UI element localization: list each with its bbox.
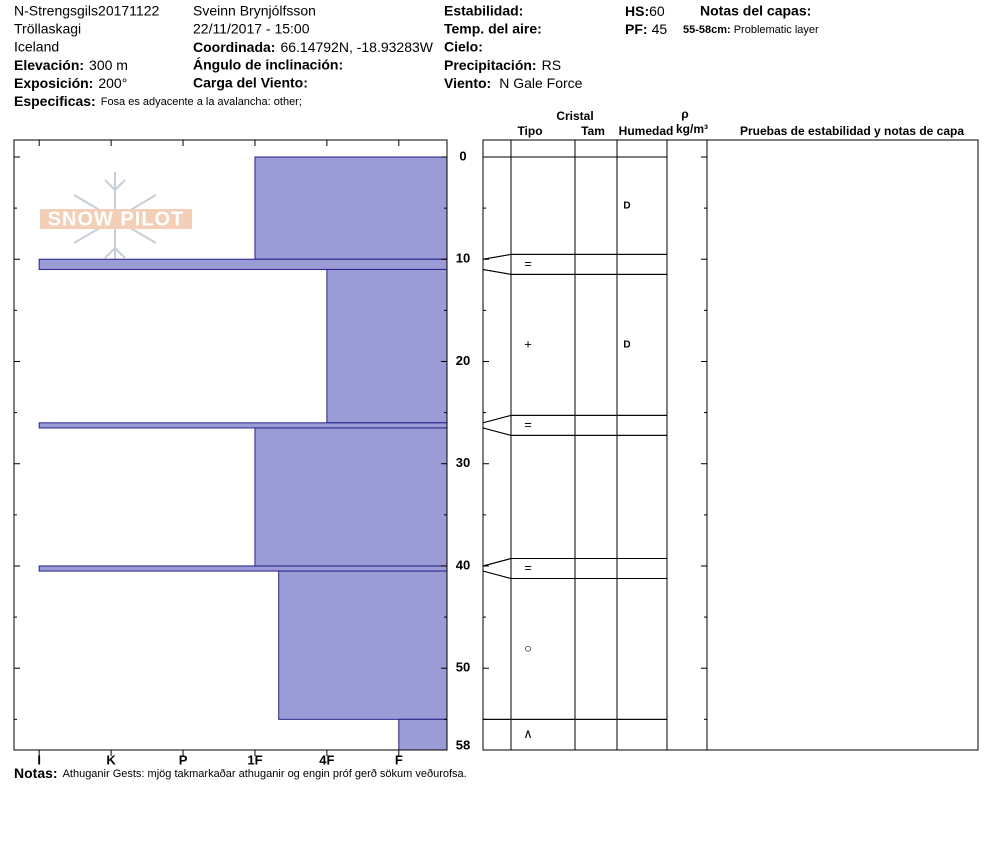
density-unit: kg/m³	[676, 122, 708, 136]
layer-notes-title: Notas del capas:	[700, 3, 811, 19]
crystal-type: +	[524, 336, 532, 351]
site: N-Strengsgils20171122	[14, 3, 159, 19]
size-header: Tam	[581, 124, 605, 138]
header: N-Strengsgils20171122 Tröllaskagi Icelan…	[14, 3, 819, 109]
density-header: ρ	[681, 107, 688, 121]
elevation: Elevación: 300 m	[14, 57, 128, 73]
depth: 55-58cm:	[683, 24, 731, 36]
x-tick-label: K	[106, 752, 116, 767]
moisture: D	[623, 340, 630, 351]
sky: Cielo:	[444, 39, 483, 55]
value: N Gale Force	[499, 75, 582, 91]
aspect: Exposición: 200°	[14, 75, 127, 91]
logo-text: SNOW PILOT	[48, 208, 185, 230]
air-temp: Temp. del aire:	[444, 21, 542, 37]
crystal-type: =	[524, 417, 532, 432]
layer-note: 55-58cm: Problematic layer	[683, 24, 819, 36]
y-tick-label: 58	[456, 737, 470, 752]
pf: PF: 45	[625, 21, 667, 37]
x-tick-label: F	[395, 752, 403, 767]
hardness-bar	[398, 718, 448, 751]
moisture-header: Humedad	[619, 124, 674, 138]
y-tick-label: 40	[456, 557, 470, 572]
logo: SNOW PILOT	[40, 172, 192, 266]
hardness-bar	[326, 268, 448, 424]
label: Notas:	[14, 765, 58, 781]
layer-connector	[482, 570, 512, 580]
precipitation: Precipitación: RS	[444, 57, 561, 73]
value: 45	[652, 21, 668, 37]
hardness-bar	[254, 156, 448, 260]
wind-loading: Carga del Viento:	[193, 75, 308, 91]
crystal-type: =	[524, 256, 532, 271]
hardness-bar	[38, 258, 448, 270]
logo-band	[40, 209, 192, 229]
observer: Sveinn Brynjólfsson	[193, 3, 316, 19]
layer-connector	[482, 253, 512, 260]
value: 200°	[98, 75, 127, 91]
hs: HS:60	[625, 3, 665, 19]
layer-connector	[482, 414, 512, 424]
value: 300 m	[89, 57, 128, 73]
value: RS	[542, 57, 561, 73]
label: PF:	[625, 21, 648, 37]
y-tick-label: 50	[456, 660, 470, 675]
crystal-type: =	[524, 560, 532, 575]
layer-connector	[482, 558, 512, 567]
tests-header: Pruebas de estabilidad y notas de capa	[740, 124, 964, 138]
moisture: D	[623, 200, 630, 211]
layer-connector	[482, 427, 512, 436]
datetime: 22/11/2017 - 15:00	[193, 21, 310, 37]
footer: Notas: Athuganir Gests: mjög takmarkaðar …	[14, 765, 467, 781]
hardness-bar	[38, 422, 448, 429]
note: Problematic layer	[734, 24, 819, 36]
region: Tröllaskagi	[14, 21, 81, 37]
label: Especificas:	[14, 93, 96, 109]
label: Precipitación:	[444, 57, 537, 73]
y-tick-label: 0	[459, 148, 466, 163]
specifics: Especificas: Fosa es adyacente a la avala…	[14, 93, 302, 109]
slope-angle: Ángulo de inclinación:	[193, 57, 343, 73]
layer-connector	[482, 268, 512, 275]
value: 66.14792N, -18.93283W	[280, 39, 433, 55]
hardness-bar	[278, 570, 448, 720]
table-frame	[482, 139, 979, 751]
stability: Estabilidad:	[444, 3, 523, 19]
country: Iceland	[14, 39, 59, 55]
hardness-bar	[38, 565, 448, 572]
label: Elevación:	[14, 57, 84, 73]
x-tick-label: 4F	[319, 752, 334, 767]
x-tick-label: P	[179, 752, 188, 767]
plot-frame	[13, 139, 448, 751]
type-header: Tipo	[517, 124, 542, 138]
value: Fosa es adyacente a la avalancha: other;	[101, 96, 302, 108]
value: Athuganir Gests: mjög takmarkaðar athuga…	[63, 768, 467, 780]
label: Viento:	[444, 75, 491, 91]
x-tick-label: 1F	[247, 752, 262, 767]
y-tick-label: 10	[456, 251, 470, 266]
y-tick-label: 20	[456, 353, 470, 368]
wind: Viento: N Gale Force	[444, 75, 583, 91]
label: Coordinada:	[193, 39, 275, 55]
label: HS:	[625, 3, 649, 19]
crystal-header: Cristal	[556, 109, 593, 123]
hardness-bar	[254, 427, 448, 567]
value: 60	[649, 3, 665, 19]
coordinates: Coordinada: 66.14792N, -18.93283W	[193, 39, 434, 55]
y-tick-label: 30	[456, 455, 470, 470]
label: Exposición:	[14, 75, 93, 91]
table-headers: Cristal Tipo Tam Humedad ρ kg/m³ Pruebas…	[517, 107, 964, 138]
crystal-type: ∧	[523, 726, 533, 741]
crystal-type: ○	[524, 640, 532, 655]
x-tick-label: I	[37, 752, 41, 767]
